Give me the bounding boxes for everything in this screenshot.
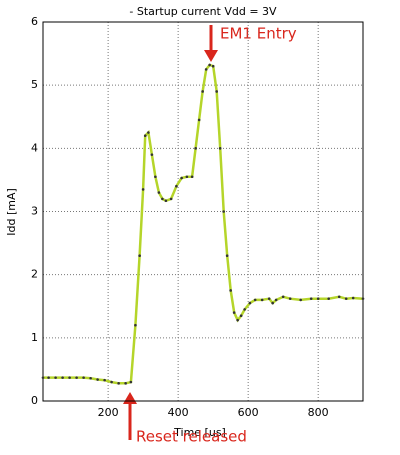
data-point — [169, 197, 173, 201]
y-tick-label: 1 — [31, 331, 38, 344]
data-point — [138, 254, 141, 258]
data-point — [337, 295, 341, 299]
data-point — [47, 376, 50, 379]
data-point — [75, 376, 78, 379]
data-point — [157, 191, 161, 194]
data-point — [211, 64, 215, 68]
data-point — [327, 297, 330, 300]
data-point — [147, 131, 150, 134]
data-point — [89, 376, 92, 380]
data-point — [194, 147, 197, 150]
data-point — [124, 382, 127, 385]
data-point — [180, 176, 183, 180]
data-point — [117, 382, 120, 385]
data-point — [253, 298, 257, 302]
data-point — [267, 297, 271, 300]
plot-frame — [42, 21, 364, 402]
x-tick-label: 800 — [308, 406, 329, 419]
y-tick-label: 3 — [31, 205, 38, 218]
data-point — [204, 68, 208, 71]
data-point — [229, 289, 232, 292]
annotation: Reset released — [136, 428, 247, 446]
data-point — [239, 314, 243, 318]
data-point — [236, 318, 239, 322]
data-point — [201, 90, 204, 93]
x-axis-label: Time [us] — [173, 426, 226, 439]
data-point — [215, 90, 218, 93]
y-tick-label: 4 — [31, 141, 38, 154]
data-point — [222, 210, 225, 213]
data-point — [351, 296, 355, 300]
data-point — [344, 297, 348, 300]
data-point — [361, 297, 365, 300]
data-point — [243, 308, 246, 311]
data-point — [271, 301, 274, 305]
data-point — [260, 298, 264, 302]
y-tick-label: 5 — [31, 78, 38, 91]
data-point — [150, 153, 154, 156]
data-point — [161, 197, 164, 201]
y-tick-label: 2 — [31, 268, 38, 281]
data-point — [288, 297, 292, 300]
data-point — [96, 378, 99, 381]
data-point — [316, 297, 320, 300]
data-point — [218, 147, 222, 150]
data-point — [61, 376, 64, 379]
data-point — [309, 297, 313, 300]
annotation: EM1 Entry — [220, 25, 297, 43]
data-point — [164, 199, 168, 203]
chart-title: - Startup current Vdd = 3V — [129, 5, 277, 18]
data-point — [54, 376, 57, 379]
data-point — [175, 184, 178, 188]
data-point — [141, 188, 145, 191]
arrow-head — [204, 50, 218, 62]
x-tick-label: 200 — [98, 406, 119, 419]
arrow-head — [123, 392, 137, 404]
data-point — [41, 376, 45, 379]
data-point — [197, 118, 201, 122]
data-point — [129, 380, 133, 384]
data-point — [143, 134, 147, 137]
x-tick-label: 400 — [168, 406, 189, 419]
data-point — [299, 298, 302, 302]
data-point — [110, 380, 113, 384]
y-axis-label: Idd [mA] — [5, 188, 18, 236]
y-tick-label: 6 — [31, 15, 38, 28]
data-point — [185, 175, 189, 179]
data-point — [190, 175, 194, 179]
data-point — [225, 254, 229, 258]
data-point — [134, 323, 137, 327]
data-point — [68, 376, 71, 379]
data-point — [82, 376, 85, 379]
data-point — [154, 175, 157, 179]
data-line — [43, 63, 364, 385]
data-point — [103, 378, 106, 382]
y-tick-label: 0 — [31, 394, 38, 407]
data-point — [281, 295, 285, 299]
data-point — [208, 63, 211, 67]
data-point — [274, 298, 278, 302]
x-tick-label: 600 — [238, 406, 259, 419]
data-point — [248, 301, 252, 305]
data-point — [232, 311, 236, 314]
